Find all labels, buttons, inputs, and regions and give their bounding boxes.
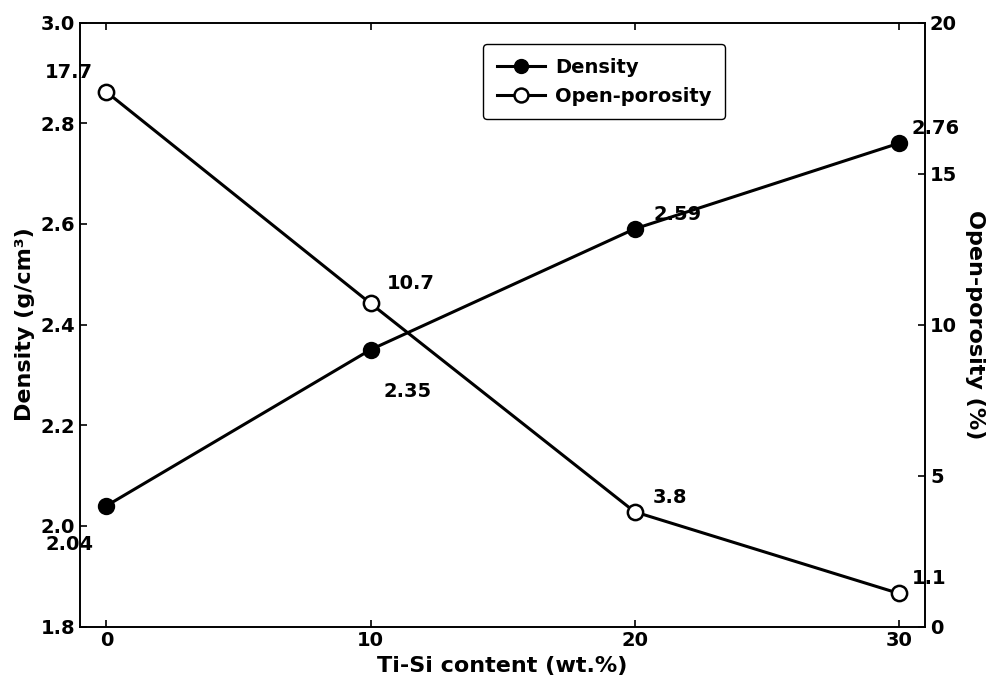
Line: Density: Density bbox=[99, 135, 906, 513]
Text: 10.7: 10.7 bbox=[386, 274, 434, 294]
Density bbox=[893, 139, 905, 147]
Text: 2.59: 2.59 bbox=[653, 205, 701, 224]
Open-porosity bbox=[893, 589, 905, 598]
Open-porosity bbox=[365, 299, 377, 307]
Open-porosity bbox=[100, 88, 112, 96]
Open-porosity bbox=[629, 508, 641, 516]
Density bbox=[100, 502, 112, 510]
Text: 3.8: 3.8 bbox=[653, 488, 688, 507]
Y-axis label: Open-porosity (%): Open-porosity (%) bbox=[965, 210, 985, 439]
Y-axis label: Density (g/cm³): Density (g/cm³) bbox=[15, 227, 35, 422]
Text: 2.76: 2.76 bbox=[912, 120, 960, 138]
Line: Open-porosity: Open-porosity bbox=[99, 84, 906, 601]
Density bbox=[365, 346, 377, 354]
Text: 17.7: 17.7 bbox=[45, 63, 93, 82]
Text: 2.04: 2.04 bbox=[45, 535, 93, 554]
Text: 1.1: 1.1 bbox=[912, 569, 947, 588]
Legend: Density, Open-porosity: Density, Open-porosity bbox=[483, 44, 725, 120]
Density bbox=[629, 225, 641, 233]
X-axis label: Ti-Si content (wt.%): Ti-Si content (wt.%) bbox=[377, 656, 628, 676]
Text: 2.35: 2.35 bbox=[384, 382, 432, 401]
